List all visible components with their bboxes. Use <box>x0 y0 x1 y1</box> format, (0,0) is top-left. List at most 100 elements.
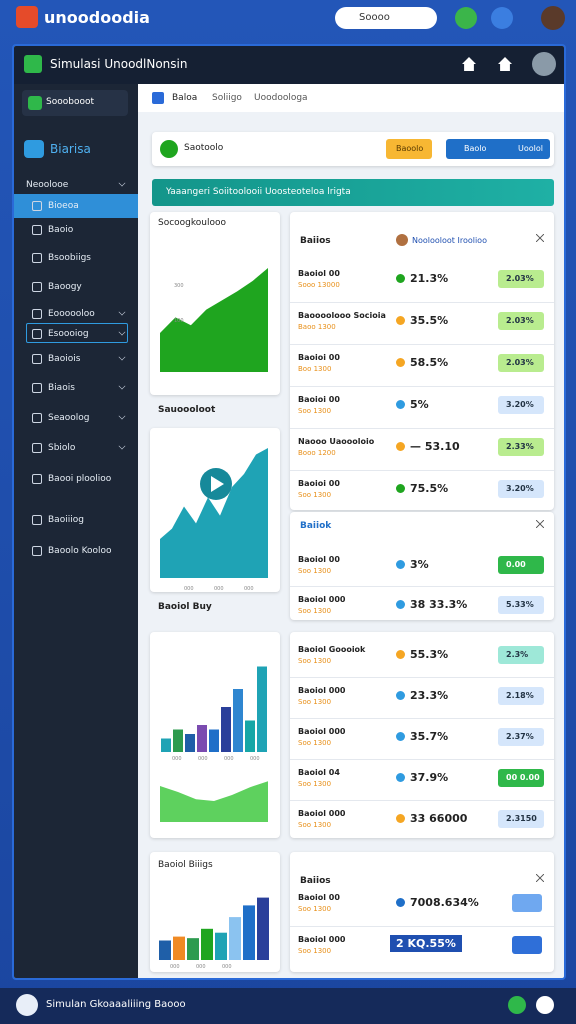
home-icon[interactable] <box>462 57 476 71</box>
status-dot <box>396 600 405 609</box>
row-divider <box>290 470 554 471</box>
row-sub: Soo 1300 <box>298 657 332 665</box>
row-name[interactable]: Baoiol Goooiok <box>298 645 366 654</box>
nav-item[interactable]: Bsoobiigs <box>48 253 91 263</box>
app-icon[interactable] <box>455 7 477 29</box>
row-name[interactable]: Baoiol 000 <box>298 727 346 736</box>
nav-item[interactable]: Biaois <box>48 383 75 393</box>
nav-icon <box>32 515 42 525</box>
notification-icon[interactable] <box>498 57 512 71</box>
status-dot <box>396 484 405 493</box>
bar <box>159 940 171 960</box>
row-name[interactable]: Baoiol 00 <box>298 893 340 902</box>
bar <box>187 938 199 960</box>
chart: 000 000 000 <box>159 897 269 970</box>
row-name[interactable]: Baoiol 04 <box>298 768 340 777</box>
avatar[interactable] <box>532 52 556 76</box>
row-name[interactable]: Baoiol 00 <box>298 555 340 564</box>
badge[interactable]: 2.37% <box>498 728 544 746</box>
row-value: — 53.10 <box>410 440 460 453</box>
footer-button[interactable] <box>536 996 554 1014</box>
row-value: 58.5% <box>410 356 449 369</box>
chart-caption: Baoiol Buy <box>158 602 212 612</box>
row-name[interactable]: Baoioi 00 <box>298 395 340 404</box>
tag-icon <box>396 234 408 246</box>
breadcrumb-item[interactable]: Uoodoologa <box>254 93 308 103</box>
row-name[interactable]: Baoiol 000 <box>298 935 346 944</box>
badge[interactable]: 0.00 <box>498 556 544 574</box>
badge[interactable]: 3.20% <box>498 396 544 414</box>
nav-item[interactable]: Baoolo Kooloo <box>48 546 112 556</box>
badge[interactable]: 2.3150 <box>498 810 544 828</box>
nav-item[interactable]: Baoio <box>48 225 74 235</box>
row-name[interactable]: Baoiol 000 <box>298 595 346 604</box>
row-name[interactable]: Baoioi 00 <box>298 479 340 488</box>
nav-item[interactable]: Baoogy <box>48 282 82 292</box>
row-name[interactable]: Baoioi 00 <box>298 353 340 362</box>
button[interactable]: Baoolo <box>386 139 432 159</box>
panel: Baoiol Goooiok Soo 1300 55.3% 2.3% Baoiol 00… <box>290 632 554 838</box>
nav-item[interactable]: Sbiolo <box>48 443 76 453</box>
badge[interactable]: 2.18% <box>498 687 544 705</box>
nav-group[interactable]: Neoolooe <box>26 180 69 190</box>
nav-item[interactable]: Esoooiog <box>48 329 89 339</box>
panel: Baiios Baoiol 00 Soo 1300 7008.634% Baoiol 0… <box>290 852 554 972</box>
badge[interactable]: 2.03% <box>498 354 544 372</box>
nav-item[interactable]: Baoiiiog <box>48 515 84 525</box>
badge[interactable] <box>512 894 542 912</box>
badge[interactable] <box>512 936 542 954</box>
badge[interactable]: 2.33% <box>498 438 544 456</box>
badge[interactable]: 2.03% <box>498 312 544 330</box>
bar <box>209 729 219 752</box>
row-divider <box>290 718 554 719</box>
nav-item[interactable]: Seaoolog <box>48 413 90 423</box>
badge-label: 2.03% <box>506 316 534 325</box>
panel-title: Baiios <box>300 876 331 886</box>
search-box[interactable]: Soooo <box>335 7 437 29</box>
banner-text: Yaaangeri Soiitoolooii Uoosteoteloa lrig… <box>166 187 351 197</box>
breadcrumb-item[interactable]: Baloa <box>172 93 198 103</box>
footer-text: Simulan Gkoaaaliiing Baooo <box>46 999 186 1010</box>
badge[interactable]: 00 0.00 <box>498 769 544 787</box>
panel-title: Baiios <box>300 236 331 246</box>
row-name[interactable]: Naooo Uaoooloio <box>298 437 375 446</box>
breadcrumb-item[interactable]: Soliigo <box>212 93 242 103</box>
nav-item[interactable]: Baoiois <box>48 354 81 364</box>
badge-label: 00 0.00 <box>506 773 540 782</box>
app-icon[interactable] <box>491 7 513 29</box>
nav-item[interactable]: Eoooooloo <box>48 309 95 319</box>
row-value: 33 66000 <box>410 812 468 825</box>
close-button[interactable] <box>536 234 544 242</box>
badge-label: 3.20% <box>506 484 534 493</box>
badge[interactable]: 5.33% <box>498 596 544 614</box>
chart-card: 000 000 000 <box>150 852 280 972</box>
footer-button[interactable] <box>508 996 526 1014</box>
row-divider <box>290 428 554 429</box>
bar <box>233 689 243 752</box>
badge-label: 2.18% <box>506 691 534 700</box>
toolbar-field[interactable]: Saotoolo <box>184 143 224 153</box>
badge[interactable]: 2.03% <box>498 270 544 288</box>
row-name[interactable]: Baoiol 000 <box>298 809 346 818</box>
row-value: 7008.634% <box>410 896 479 909</box>
search-icon <box>28 96 42 110</box>
area <box>160 268 268 372</box>
nav-item[interactable]: Baooi ploolioo <box>48 474 112 484</box>
nav-item[interactable]: Bioeoa <box>48 201 79 211</box>
avatar[interactable] <box>541 6 565 30</box>
status-dot <box>396 560 405 569</box>
chart-title: Socoogkoulooo <box>158 218 227 228</box>
row-name[interactable]: Baoooolooo Socioia <box>298 311 386 320</box>
sidebar-search[interactable]: Sooobooot <box>22 90 128 116</box>
close-button[interactable] <box>536 874 544 882</box>
search-text: Soooo <box>359 12 390 23</box>
close-button[interactable] <box>536 520 544 528</box>
bar <box>243 905 255 960</box>
row-name[interactable]: Baoiol 00 <box>298 269 340 278</box>
button[interactable]: Baolo Uoolol <box>446 139 550 159</box>
axis-label: 000 <box>198 756 208 762</box>
badge[interactable]: 2.3% <box>498 646 544 664</box>
status-dot <box>396 732 405 741</box>
badge[interactable]: 3.20% <box>498 480 544 498</box>
row-name[interactable]: Baoiol 000 <box>298 686 346 695</box>
